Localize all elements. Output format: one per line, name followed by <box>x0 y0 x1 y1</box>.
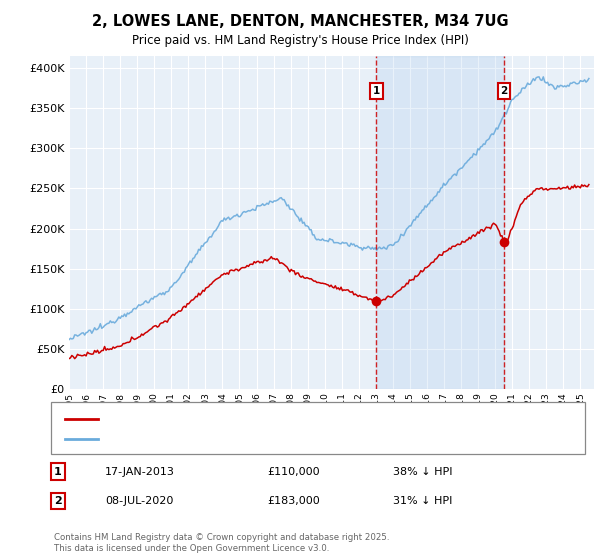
Text: 1: 1 <box>54 466 62 477</box>
Text: 2, LOWES LANE, DENTON, MANCHESTER, M34 7UG (detached house): 2, LOWES LANE, DENTON, MANCHESTER, M34 7… <box>105 414 443 424</box>
Text: 2, LOWES LANE, DENTON, MANCHESTER, M34 7UG: 2, LOWES LANE, DENTON, MANCHESTER, M34 7… <box>92 14 508 29</box>
Text: £183,000: £183,000 <box>267 496 320 506</box>
Text: Price paid vs. HM Land Registry's House Price Index (HPI): Price paid vs. HM Land Registry's House … <box>131 34 469 46</box>
Bar <box>376 56 504 389</box>
Text: HPI: Average price, detached house, Tameside: HPI: Average price, detached house, Tame… <box>105 435 332 444</box>
Text: 31% ↓ HPI: 31% ↓ HPI <box>393 496 452 506</box>
Text: Contains HM Land Registry data © Crown copyright and database right 2025.
This d: Contains HM Land Registry data © Crown c… <box>54 533 389 553</box>
Text: £110,000: £110,000 <box>267 466 320 477</box>
Text: 2: 2 <box>54 496 62 506</box>
Text: 2: 2 <box>500 86 508 96</box>
Text: 38% ↓ HPI: 38% ↓ HPI <box>393 466 452 477</box>
Text: 17-JAN-2013: 17-JAN-2013 <box>105 466 175 477</box>
Text: 08-JUL-2020: 08-JUL-2020 <box>105 496 173 506</box>
Text: 1: 1 <box>373 86 380 96</box>
